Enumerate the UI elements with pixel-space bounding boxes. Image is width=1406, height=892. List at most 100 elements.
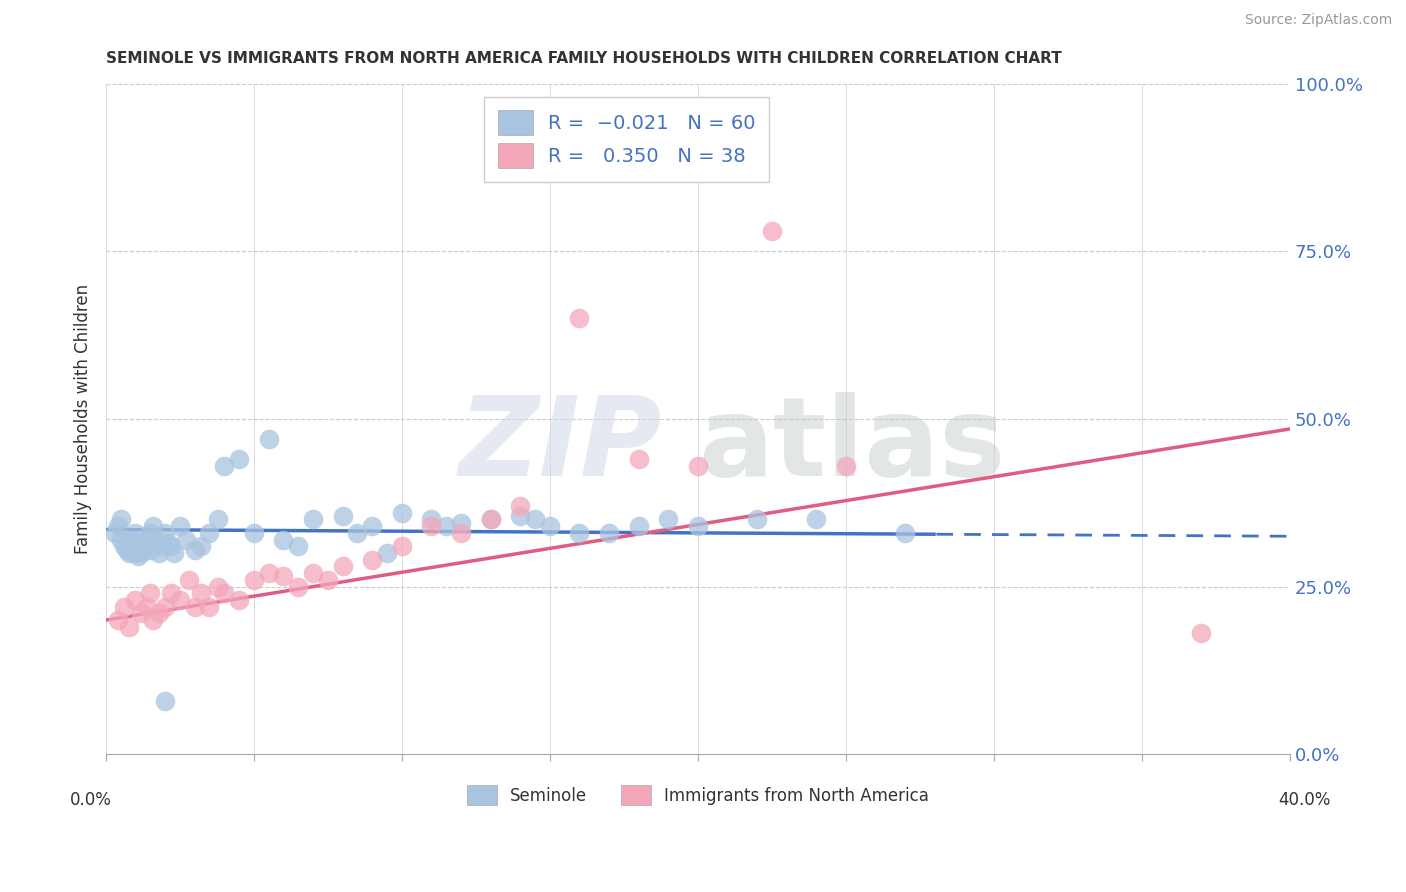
Point — [509, 509, 531, 524]
Text: ZIP: ZIP — [458, 392, 662, 500]
Point — [361, 552, 384, 566]
Point — [190, 539, 212, 553]
Point — [302, 566, 325, 581]
Point — [131, 607, 153, 621]
Point — [148, 607, 170, 621]
Point — [136, 599, 159, 614]
Point — [568, 311, 591, 326]
Point — [174, 533, 197, 547]
Point — [538, 519, 561, 533]
Point — [243, 573, 266, 587]
Point — [207, 580, 229, 594]
Point — [124, 539, 146, 553]
Point — [110, 512, 132, 526]
Point — [169, 593, 191, 607]
Point — [761, 224, 783, 238]
Point — [131, 546, 153, 560]
Point — [212, 586, 235, 600]
Point — [139, 525, 162, 540]
Point — [153, 599, 176, 614]
Point — [745, 512, 768, 526]
Point — [273, 533, 295, 547]
Point — [104, 525, 127, 540]
Point — [124, 593, 146, 607]
Text: atlas: atlas — [697, 392, 1005, 500]
Point — [287, 580, 309, 594]
Point — [332, 559, 354, 574]
Point — [177, 573, 200, 587]
Point — [183, 542, 205, 557]
Point — [273, 569, 295, 583]
Point — [657, 512, 679, 526]
Point — [391, 506, 413, 520]
Point — [150, 539, 173, 553]
Point — [134, 539, 156, 553]
Point — [420, 519, 443, 533]
Point — [163, 546, 186, 560]
Point — [375, 546, 398, 560]
Legend: Seminole, Immigrants from North America: Seminole, Immigrants from North America — [458, 777, 938, 813]
Point — [156, 536, 179, 550]
Point — [243, 525, 266, 540]
Point — [118, 546, 141, 560]
Point — [169, 519, 191, 533]
Point — [257, 566, 280, 581]
Point — [183, 599, 205, 614]
Point — [153, 693, 176, 707]
Point — [257, 432, 280, 446]
Point — [420, 512, 443, 526]
Point — [316, 573, 339, 587]
Point — [434, 519, 457, 533]
Point — [686, 458, 709, 473]
Point — [107, 519, 129, 533]
Point — [121, 536, 143, 550]
Point — [112, 539, 135, 553]
Point — [124, 525, 146, 540]
Point — [153, 525, 176, 540]
Point — [118, 620, 141, 634]
Point — [835, 458, 858, 473]
Point — [142, 519, 165, 533]
Point — [110, 533, 132, 547]
Point — [806, 512, 828, 526]
Point — [450, 516, 472, 530]
Point — [207, 512, 229, 526]
Point — [148, 546, 170, 560]
Point — [212, 458, 235, 473]
Point — [302, 512, 325, 526]
Point — [450, 525, 472, 540]
Point — [524, 512, 547, 526]
Point — [190, 586, 212, 600]
Point — [160, 539, 183, 553]
Point — [112, 599, 135, 614]
Point — [136, 533, 159, 547]
Y-axis label: Family Households with Children: Family Households with Children — [75, 284, 91, 554]
Point — [198, 599, 221, 614]
Point — [139, 586, 162, 600]
Point — [198, 525, 221, 540]
Point — [228, 593, 250, 607]
Point — [124, 546, 146, 560]
Point — [228, 452, 250, 467]
Point — [127, 549, 149, 564]
Point — [391, 539, 413, 553]
Text: 0.0%: 0.0% — [70, 790, 112, 808]
Point — [332, 509, 354, 524]
Point — [894, 525, 917, 540]
Point — [686, 519, 709, 533]
Text: Source: ZipAtlas.com: Source: ZipAtlas.com — [1244, 13, 1392, 28]
Text: SEMINOLE VS IMMIGRANTS FROM NORTH AMERICA FAMILY HOUSEHOLDS WITH CHILDREN CORREL: SEMINOLE VS IMMIGRANTS FROM NORTH AMERIC… — [105, 51, 1062, 66]
Text: 40.0%: 40.0% — [1278, 790, 1331, 808]
Point — [107, 613, 129, 627]
Point — [509, 499, 531, 513]
Point — [568, 525, 591, 540]
Point — [160, 586, 183, 600]
Point — [145, 533, 167, 547]
Point — [361, 519, 384, 533]
Point — [287, 539, 309, 553]
Point — [627, 452, 650, 467]
Point — [627, 519, 650, 533]
Point — [346, 525, 368, 540]
Point — [121, 533, 143, 547]
Point — [142, 613, 165, 627]
